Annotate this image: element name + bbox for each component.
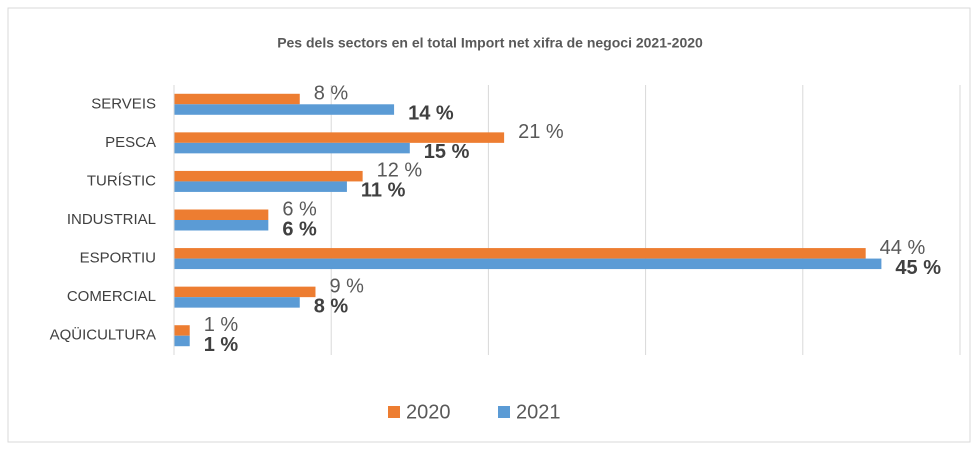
- data-label: 44 %: [880, 237, 926, 259]
- legend-label: 2021: [516, 401, 561, 423]
- data-label: 11 %: [361, 180, 406, 202]
- data-label: 8 %: [314, 295, 349, 317]
- bar: [174, 325, 190, 336]
- y-tick-label: COMERCIAL: [67, 288, 156, 305]
- data-label: 14 %: [408, 103, 454, 125]
- bar: [174, 132, 505, 143]
- bar: [174, 248, 866, 259]
- y-tick-label: AQÜICULTURA: [50, 326, 156, 344]
- data-label: 12 %: [377, 160, 423, 182]
- y-tick-label: PESCA: [105, 134, 156, 151]
- data-label: 8 %: [314, 83, 349, 105]
- bar: [174, 258, 882, 270]
- legend-swatch: [388, 406, 400, 418]
- bar: [174, 209, 269, 220]
- bar: [174, 220, 269, 231]
- chart-frame: [7, 7, 971, 443]
- data-label: 45 %: [895, 257, 941, 279]
- data-label: 6 %: [282, 198, 317, 220]
- data-label: 1 %: [204, 334, 239, 356]
- chart-title: Pes dels sectors en el total Import net …: [277, 35, 703, 51]
- y-tick-label: SERVEIS: [91, 95, 156, 112]
- bar: [174, 104, 395, 115]
- data-label: 15 %: [424, 141, 470, 163]
- data-label: 6 %: [282, 218, 317, 240]
- bar: [174, 181, 347, 192]
- bar: [174, 142, 410, 154]
- bar: [174, 93, 300, 105]
- y-tick-label: INDUSTRIAL: [67, 211, 156, 228]
- legend-swatch: [498, 406, 510, 418]
- bar: [174, 286, 316, 298]
- data-label: 1 %: [204, 314, 239, 336]
- bar: [174, 170, 363, 182]
- y-tick-label: ESPORTIU: [80, 250, 156, 267]
- legend-label: 2020: [406, 401, 451, 423]
- data-label: 21 %: [518, 121, 564, 143]
- data-label: 9 %: [329, 275, 364, 297]
- bar: [174, 335, 190, 347]
- bar: [174, 297, 300, 308]
- y-tick-label: TURÍSTIC: [87, 172, 156, 189]
